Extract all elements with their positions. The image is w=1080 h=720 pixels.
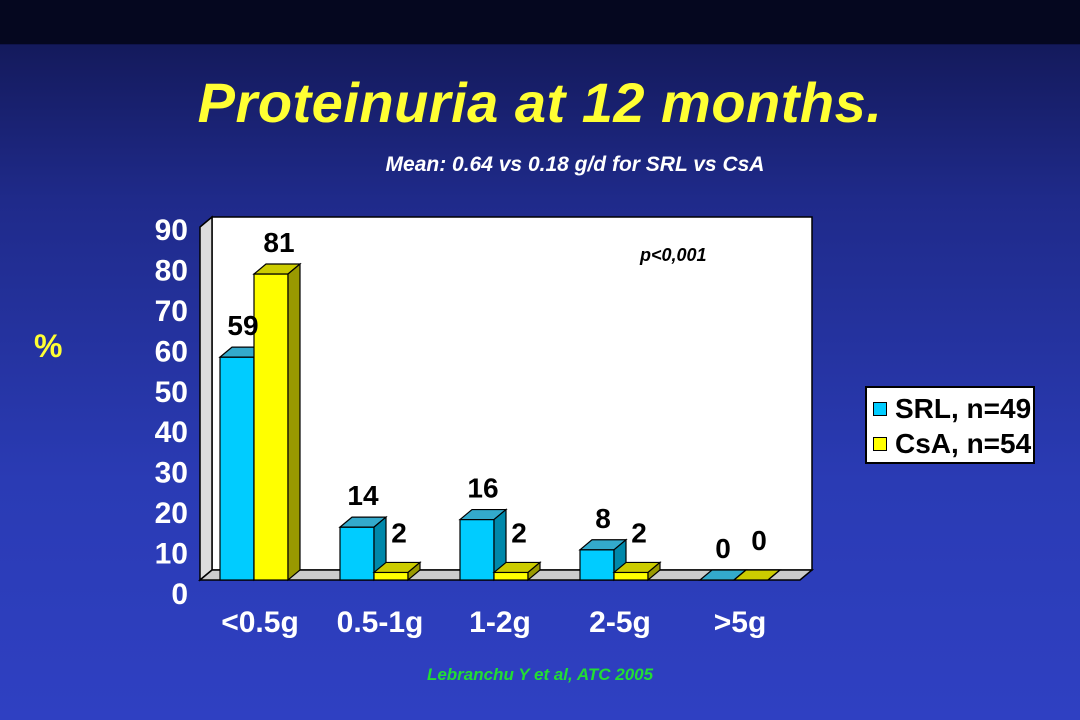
y-tick-label: 0 xyxy=(171,578,188,611)
y-tick-label: 60 xyxy=(155,335,188,368)
x-tick-label: 2-5g xyxy=(589,606,651,639)
x-tick-label: 0.5-1g xyxy=(337,606,424,639)
citation: Lebranchu Y et al, ATC 2005 xyxy=(426,665,654,684)
data-label-srl-4: 0 xyxy=(715,533,731,564)
bar-srl-0 xyxy=(219,356,255,581)
bar-srl-3 xyxy=(579,549,615,581)
slide-title: Proteinuria at 12 months. xyxy=(197,71,883,134)
plot-side-wall xyxy=(199,215,213,582)
data-label-srl-1: 14 xyxy=(347,480,379,511)
bar-csa-2 xyxy=(493,571,529,581)
x-tick-label: <0.5g xyxy=(221,606,299,639)
legend-item-srl: SRL, n=49 xyxy=(873,393,1031,425)
data-label-csa-1: 2 xyxy=(391,517,407,548)
y-tick-label: 70 xyxy=(155,295,188,328)
bar-side-csa-3 xyxy=(647,561,661,582)
chart-legend: SRL, n=49 CsA, n=54 xyxy=(865,386,1035,464)
bar-csa-3 xyxy=(613,571,649,581)
bar-srl-1 xyxy=(339,526,375,581)
p-value-annotation: p<0,001 xyxy=(639,245,707,265)
legend-swatch-srl xyxy=(873,402,887,416)
y-tick-label: 80 xyxy=(155,254,188,287)
bar-csa-1 xyxy=(373,571,409,581)
top-bar xyxy=(0,0,1080,44)
y-tick-label: 50 xyxy=(155,376,188,409)
y-tick-label: 30 xyxy=(155,457,188,490)
bar-side-csa-1 xyxy=(407,561,421,582)
data-label-csa-4: 0 xyxy=(751,525,767,556)
data-label-srl-3: 8 xyxy=(595,503,611,534)
slide-subtitle: Mean: 0.64 vs 0.18 g/d for SRL vs CsA xyxy=(385,153,765,176)
legend-swatch-csa xyxy=(873,437,887,451)
data-label-csa-2: 2 xyxy=(511,517,527,548)
y-axis-label: % xyxy=(34,328,63,364)
y-tick-label: 90 xyxy=(155,214,188,247)
data-label-csa-3: 2 xyxy=(631,517,647,548)
bar-csa-0 xyxy=(253,273,289,581)
data-label-srl-2: 16 xyxy=(467,473,498,504)
y-tick-label: 10 xyxy=(155,538,188,571)
bar-side-csa-2 xyxy=(527,561,541,582)
x-tick-label: 1-2g xyxy=(469,606,531,639)
x-tick-label: >5g xyxy=(714,606,767,639)
y-tick-label: 20 xyxy=(155,497,188,530)
bar-srl-2 xyxy=(459,518,495,581)
data-label-srl-0: 59 xyxy=(227,310,258,341)
legend-item-csa: CsA, n=54 xyxy=(873,428,1031,460)
y-tick-label: 40 xyxy=(155,416,188,449)
legend-label-srl: SRL, n=49 xyxy=(895,393,1032,424)
bar-side-csa-4 xyxy=(767,569,781,581)
bar-side-csa-0 xyxy=(287,262,301,582)
legend-label-csa: CsA, n=54 xyxy=(895,428,1032,459)
data-label-csa-0: 81 xyxy=(263,227,294,258)
